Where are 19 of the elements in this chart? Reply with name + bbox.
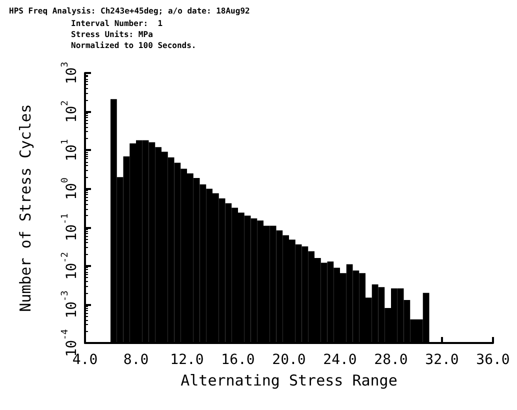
y-tick-label: 10-3 xyxy=(60,290,80,318)
chart-subtitle: Interval Number: 1 Stress Units: MPa Normalized to 100 Seconds. xyxy=(71,19,196,50)
x-tick-label: 24.0 xyxy=(323,352,357,368)
x-tick-label: 16.0 xyxy=(221,352,255,368)
x-tick-label: 28.0 xyxy=(374,352,408,368)
x-axis-title: Alternating Stress Range xyxy=(180,372,398,390)
y-axis-title: Number of Stress Cycles xyxy=(16,104,34,312)
y-tick-label: 103 xyxy=(60,62,80,84)
y-tick-label: 102 xyxy=(60,100,80,123)
y-tick-label: 100 xyxy=(60,178,80,200)
x-tick-label: 32.0 xyxy=(425,352,459,368)
x-tick-label: 12.0 xyxy=(170,352,204,368)
chart-title: HPS Freq Analysis: Ch243e+45deg; a/o date: 18Aug92 xyxy=(9,6,250,16)
x-tick-label: 8.0 xyxy=(123,352,149,368)
x-tick-label: 20.0 xyxy=(272,352,306,368)
y-tick-label: 10-1 xyxy=(60,213,80,242)
x-tick-label: 36.0 xyxy=(476,352,510,368)
y-tick-label: 10-2 xyxy=(60,252,80,280)
y-tick-label: 101 xyxy=(60,139,80,162)
